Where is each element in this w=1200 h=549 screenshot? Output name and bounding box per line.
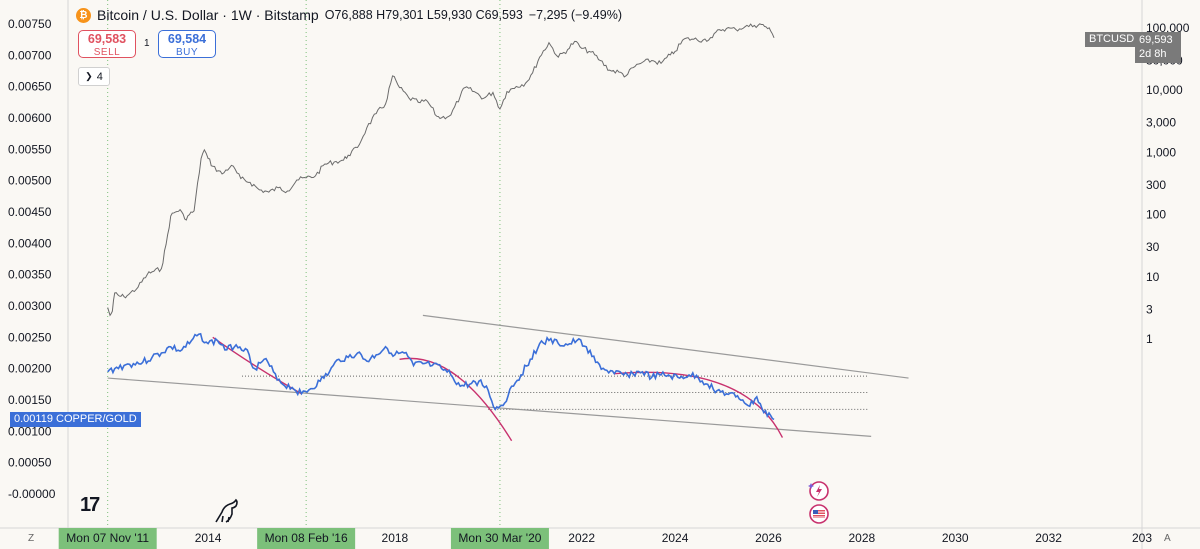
- indicators-toggle[interactable]: ❯ 4: [78, 67, 110, 86]
- copper-gold-series-line: [107, 332, 775, 421]
- buy-button[interactable]: 69,584 BUY: [158, 30, 216, 58]
- right-tick-label: 1: [1146, 332, 1153, 346]
- left-tick-label: 0.00250: [8, 330, 52, 344]
- buy-price: 69,584: [167, 32, 207, 46]
- right-tick-label: 3,000: [1146, 116, 1176, 130]
- bitcoin-icon: ₿: [76, 7, 91, 23]
- indicator-count: 4: [96, 70, 103, 83]
- time-axis[interactable]: 2014 2018 2022 2024 2026 2028 2030 2032 203 Mon 0…: [0, 527, 1200, 549]
- earnings-bolt-icon[interactable]: [806, 479, 830, 503]
- left-price-axis[interactable]: 0.00750 0.00700 0.00650 0.00600 0.00550 0.005…: [8, 0, 69, 549]
- time-tick-label: 2026: [755, 531, 782, 545]
- copper-gold-badge: 0.00119 COPPER/GOLD: [10, 412, 141, 427]
- chevron-right-icon: ❯: [85, 71, 93, 81]
- right-tick-label: 30: [1146, 240, 1160, 254]
- tradingview-logo-icon[interactable]: 17: [80, 494, 100, 516]
- left-tick-label: -0.00000: [8, 487, 56, 501]
- right-tick-label: 100: [1146, 208, 1166, 222]
- dino-icon[interactable]: [214, 498, 240, 524]
- right-tick-label: 300: [1146, 178, 1166, 192]
- vertical-markers: [107, 0, 501, 528]
- date-highlight-label: Mon 08 Feb '16: [265, 531, 348, 545]
- time-tick-label: 2032: [1035, 531, 1062, 545]
- btc-symbol-badge: BTCUSD: [1085, 32, 1139, 47]
- time-tick-label: 2022: [568, 531, 595, 545]
- chart-header: ₿ Bitcoin / U.S. Dollar · 1W · Bitstamp …: [76, 6, 622, 24]
- right-tick-label: 10,000: [1146, 83, 1183, 97]
- left-tick-label: 0.00300: [8, 299, 52, 313]
- date-highlight: [58, 528, 157, 549]
- sell-button[interactable]: 69,583 SELL: [78, 30, 136, 58]
- copper-gold-symbol: COPPER/GOLD: [56, 413, 137, 425]
- left-tick-label: 0.00650: [8, 80, 52, 94]
- btc-price-badge: 69,593 2d 8h: [1135, 32, 1181, 63]
- time-tick-label: 2028: [848, 531, 875, 545]
- zoom-button[interactable]: Z: [28, 533, 35, 544]
- btcusd-series-line: [107, 23, 775, 317]
- date-highlight-label: Mon 07 Nov '11: [66, 531, 149, 545]
- sell-price: 69,583: [87, 32, 127, 46]
- btc-countdown: 2d 8h: [1139, 48, 1167, 60]
- copper-gold-value: 0.00119: [14, 413, 53, 425]
- ohlc-values: O76,888 H79,301 L59,930 C69,593: [324, 8, 523, 22]
- left-tick-label: 0.00400: [8, 236, 52, 250]
- left-tick-label: 0.00550: [8, 142, 52, 156]
- right-tick-label: 1,000: [1146, 145, 1176, 159]
- date-highlight-label: Mon 30 Mar '20: [458, 531, 541, 545]
- right-price-axis[interactable]: 100,00030,00010,0003,0001,00030010030103…: [1141, 0, 1190, 549]
- auto-scale-button[interactable]: A: [1164, 533, 1171, 544]
- channel-line: [422, 314, 909, 379]
- left-tick-label: 0.00350: [8, 268, 52, 282]
- left-tick-label: 0.00600: [8, 111, 52, 125]
- date-highlight: [450, 528, 549, 549]
- right-tick-label: 100,000: [1146, 21, 1190, 35]
- dotted-levels: [242, 375, 869, 410]
- channel-lines: [107, 314, 909, 437]
- time-tick-label: 2014: [195, 531, 222, 545]
- left-tick-label: 0.00100: [8, 424, 52, 438]
- trend-arcs: [212, 336, 784, 442]
- time-tick-label: 2030: [942, 531, 969, 545]
- right-tick-label: 10: [1146, 270, 1160, 284]
- left-tick-label: 0.00050: [8, 456, 52, 470]
- left-tick-label: 0.00500: [8, 174, 52, 188]
- left-tick-label: 0.00150: [8, 393, 52, 407]
- spread-value: 1: [144, 38, 150, 49]
- sell-label: SELL: [93, 47, 121, 58]
- left-tick-label: 0.00700: [8, 48, 52, 62]
- symbol-title[interactable]: Bitcoin / U.S. Dollar · 1W · Bitstamp: [97, 7, 319, 23]
- time-tick-label: 2018: [382, 531, 409, 545]
- right-tick-label: 3: [1146, 302, 1153, 316]
- date-highlight: [257, 528, 356, 549]
- time-tick-label: 203: [1132, 531, 1152, 545]
- series-lines: [107, 23, 775, 421]
- left-tick-label: 0.00200: [8, 362, 52, 376]
- us-flag-event-icon[interactable]: [808, 503, 830, 525]
- btc-price: 69,593: [1139, 34, 1173, 46]
- buy-label: BUY: [175, 47, 199, 58]
- left-tick-label: 0.00450: [8, 205, 52, 219]
- trend-arc: [399, 357, 513, 442]
- channel-line: [107, 377, 872, 437]
- change-value: −7,295 (−9.49%): [528, 8, 622, 22]
- time-tick-label: 2024: [662, 531, 689, 545]
- left-tick-label: 0.00750: [8, 17, 52, 31]
